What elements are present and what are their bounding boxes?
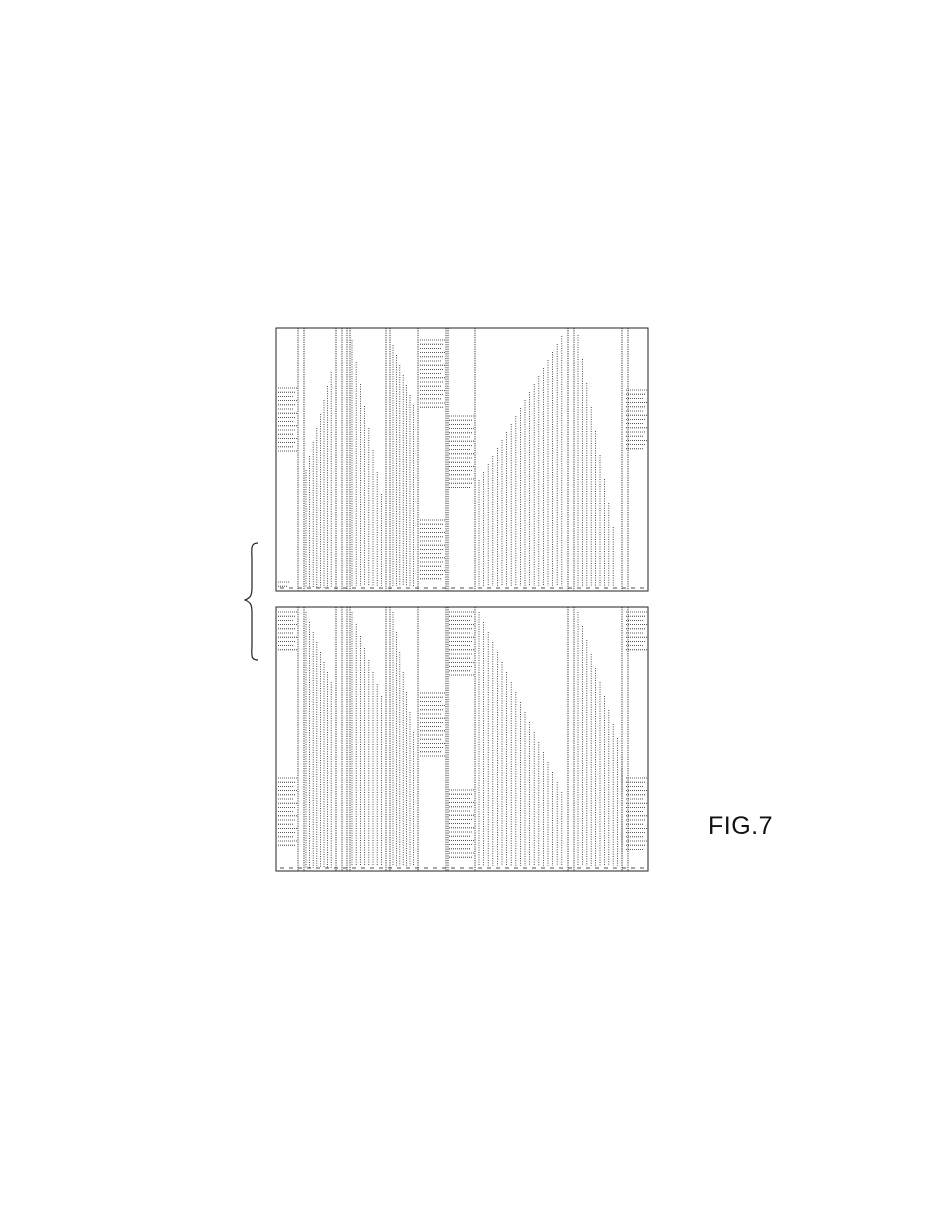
lower-panel [276, 607, 648, 871]
grouping-brace [245, 543, 258, 660]
figure-label: FIG.7 [708, 812, 773, 841]
panel-frame [276, 328, 648, 591]
upper-panel [276, 328, 648, 591]
panel-frame [276, 607, 648, 871]
